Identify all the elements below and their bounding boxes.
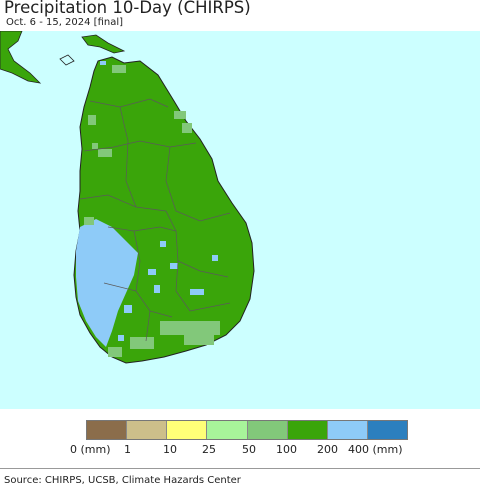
legend-swatch-5 bbox=[287, 421, 328, 439]
legend-label-2: 10 bbox=[163, 443, 177, 456]
legend-swatch-6 bbox=[327, 421, 368, 439]
legend-bar bbox=[86, 420, 408, 440]
legend-swatch-7 bbox=[367, 421, 407, 439]
india-coast bbox=[0, 31, 42, 84]
admin-boundaries bbox=[79, 98, 231, 342]
precipitation-map bbox=[0, 31, 480, 409]
source-credit: Source: CHIRPS, UCSB, Climate Hazards Ce… bbox=[4, 475, 241, 486]
legend-swatch-2 bbox=[167, 421, 208, 439]
map-title: Precipitation 10-Day (CHIRPS) bbox=[4, 0, 251, 17]
southwest-wet-zone bbox=[76, 219, 138, 347]
moderate-patches bbox=[84, 65, 220, 357]
legend-label-7: 400 (mm) bbox=[348, 443, 403, 456]
legend-swatch-4 bbox=[247, 421, 288, 439]
northern-islets bbox=[59, 54, 75, 66]
legend-swatch-3 bbox=[207, 421, 248, 439]
legend-label-0: 0 (mm) bbox=[70, 443, 111, 456]
legend-swatch-0 bbox=[87, 421, 128, 439]
legend-swatch-1 bbox=[127, 421, 168, 439]
divider bbox=[0, 468, 480, 469]
jaffna-peninsula bbox=[81, 34, 126, 54]
legend-label-5: 100 bbox=[276, 443, 297, 456]
legend-label-6: 200 bbox=[317, 443, 338, 456]
legend-label-3: 25 bbox=[202, 443, 216, 456]
map-subtitle: Oct. 6 - 15, 2024 [final] bbox=[6, 17, 124, 28]
legend-label-1: 1 bbox=[124, 443, 131, 456]
legend-label-4: 50 bbox=[242, 443, 256, 456]
wet-patches bbox=[100, 61, 218, 349]
